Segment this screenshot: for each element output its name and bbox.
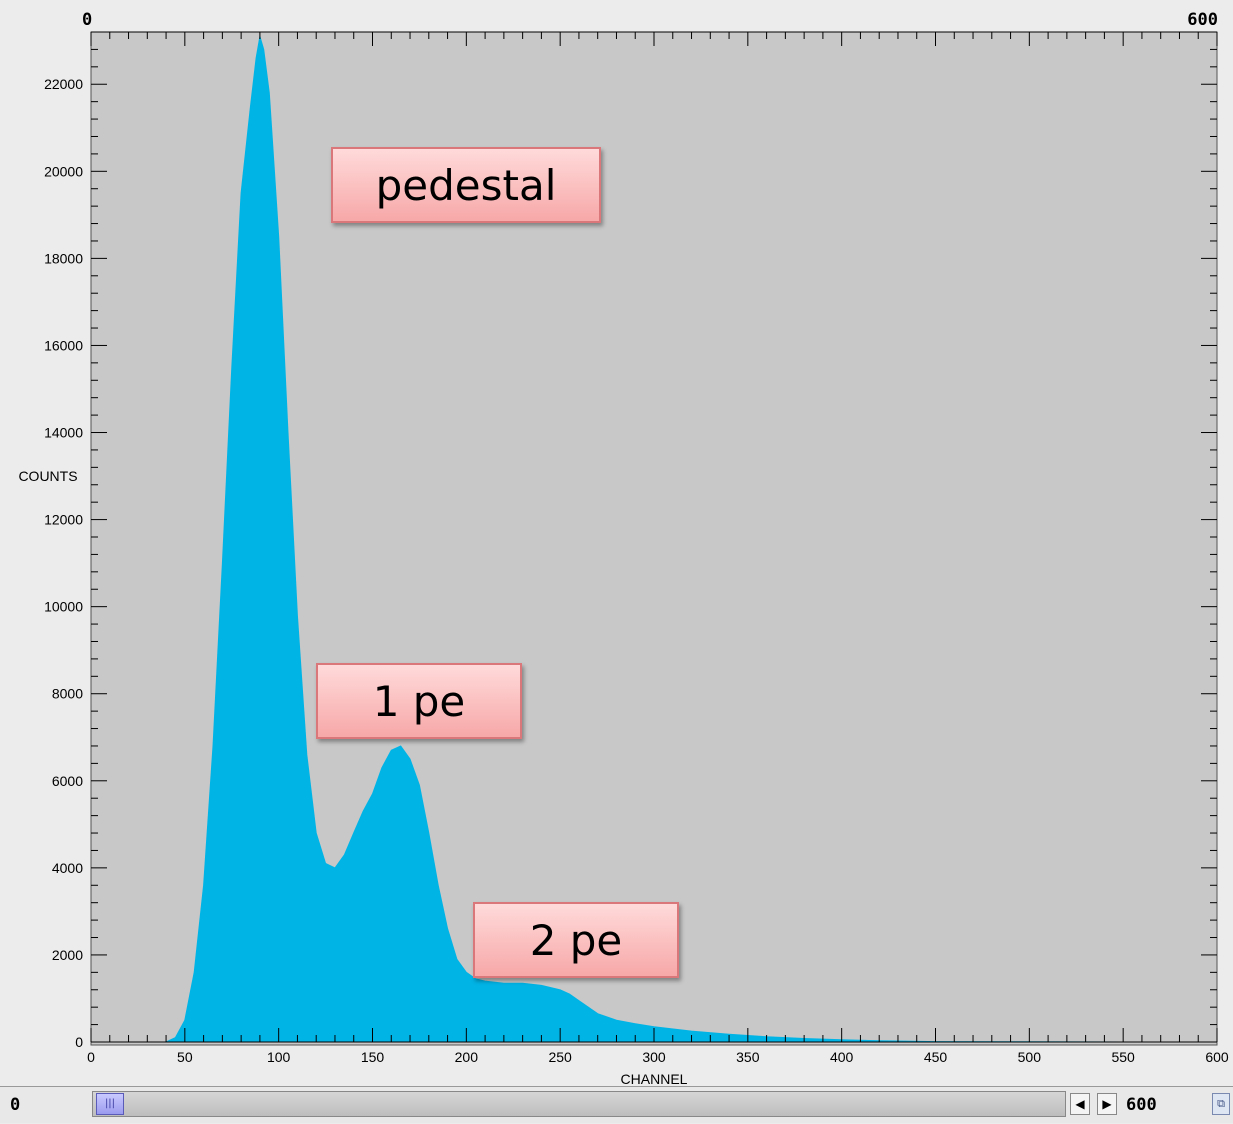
y-tick-label: 18000 (44, 250, 83, 266)
y-tick-label: 2000 (52, 947, 83, 963)
annotation-label: 1 pe (316, 663, 522, 739)
x-tick-label: 50 (177, 1049, 193, 1065)
y-tick-label: 8000 (52, 686, 83, 702)
scrollbar-max-value: 600 (1126, 1095, 1157, 1115)
annotation-label: 2 pe (473, 902, 679, 978)
scrollbar-min-value: 0 (10, 1095, 21, 1115)
y-tick-label: 16000 (44, 337, 83, 353)
x-tick-label: 500 (1018, 1049, 1042, 1065)
x-tick-label: 0 (87, 1049, 95, 1065)
arrow-left-icon[interactable]: ◀ (1070, 1093, 1090, 1115)
range-min-label: 0 (82, 10, 92, 30)
x-tick-label: 100 (267, 1049, 291, 1065)
grip-icon[interactable]: ||| (96, 1093, 124, 1115)
x-tick-label: 550 (1111, 1049, 1135, 1065)
range-max-label: 600 (1187, 10, 1218, 30)
range-scrollbar[interactable]: 0 ||| ◀ ▶ 600 ⧉ (0, 1086, 1233, 1123)
y-tick-label: 0 (75, 1034, 83, 1050)
y-tick-label: 20000 (44, 163, 83, 179)
y-tick-label: 12000 (44, 512, 83, 528)
x-axis-title: CHANNEL (621, 1071, 688, 1086)
histogram-chart: 0 50 100 150 200 250 300 350 400 450 500 550 6000200… (18, 10, 1229, 1086)
x-tick-label: 150 (361, 1049, 385, 1065)
window-toggle-icon[interactable]: ⧉ (1212, 1093, 1230, 1115)
y-tick-label: 6000 (52, 773, 83, 789)
y-tick-label: 14000 (44, 425, 83, 441)
y-tick-label: 10000 (44, 599, 83, 615)
x-tick-label: 200 (455, 1049, 479, 1065)
x-tick-label: 300 (642, 1049, 666, 1065)
y-axis-title: COUNTS (18, 468, 77, 484)
y-tick-label: 4000 (52, 860, 83, 876)
x-tick-label: 600 (1205, 1049, 1229, 1065)
annotation-label: pedestal (331, 147, 601, 223)
x-tick-label: 400 (830, 1049, 854, 1065)
x-tick-label: 250 (548, 1049, 572, 1065)
scrollbar-track[interactable] (92, 1091, 1066, 1117)
arrow-right-icon[interactable]: ▶ (1097, 1093, 1117, 1115)
x-tick-label: 450 (924, 1049, 948, 1065)
x-tick-label: 350 (736, 1049, 760, 1065)
histogram-area (91, 36, 1217, 1043)
y-tick-label: 22000 (44, 76, 83, 92)
